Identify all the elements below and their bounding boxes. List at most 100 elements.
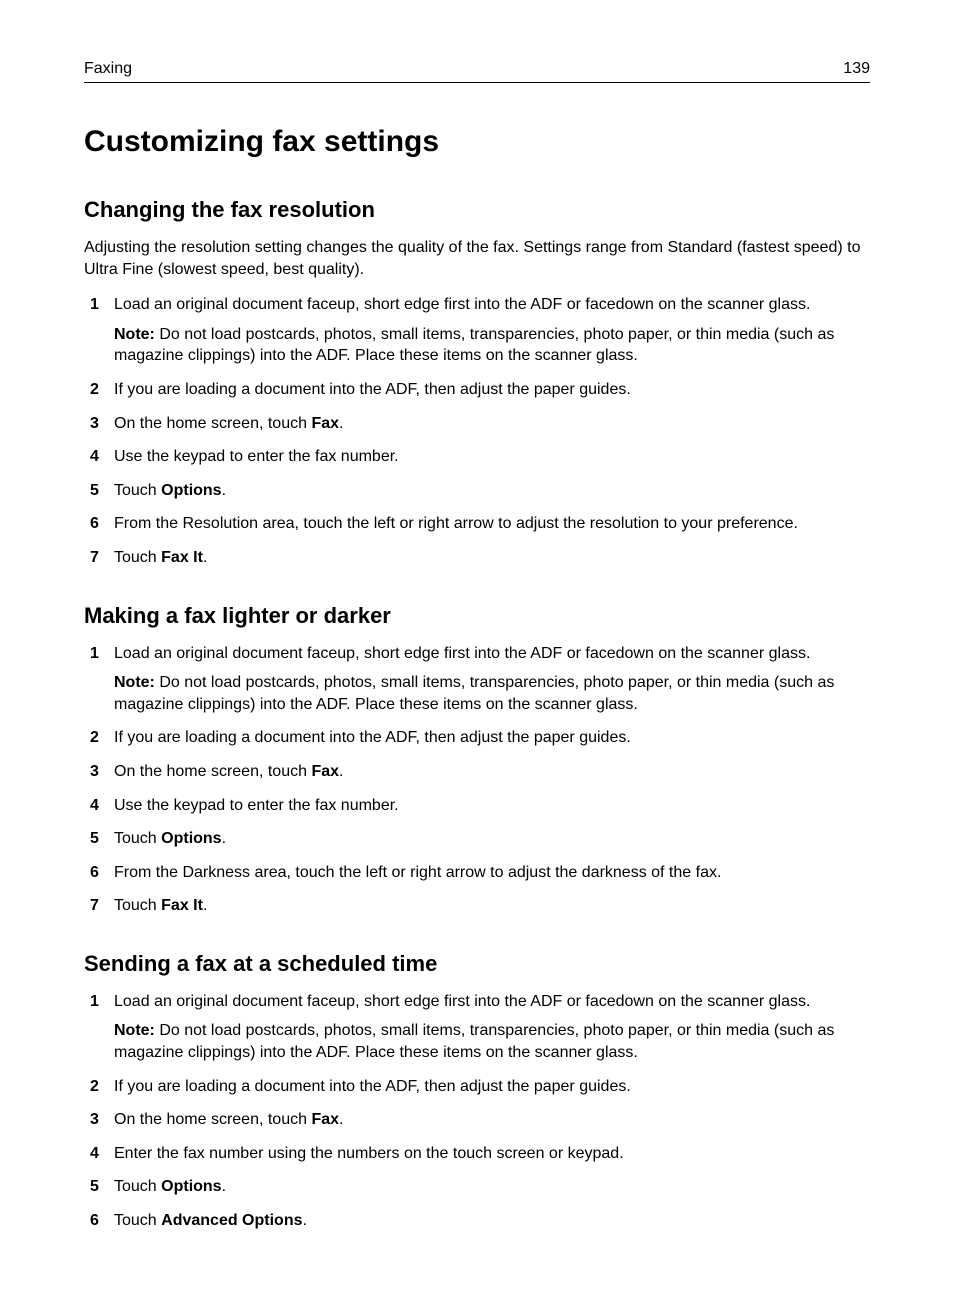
sections-container: Changing the fax resolution Adjusting the…	[84, 197, 870, 1232]
header-page-number: 139	[843, 60, 870, 78]
step-text: From the Resolution area, touch the left…	[114, 515, 798, 532]
step-note: Note: Do not load postcards, photos, sma…	[114, 324, 870, 367]
step-text-bold: Fax	[311, 1111, 339, 1128]
step-text-pre: Touch	[114, 1178, 161, 1195]
step-text-pre: Load an original document faceup, short …	[114, 645, 810, 662]
step-text: Touch Advanced Options.	[114, 1212, 307, 1229]
step-text-post: .	[222, 482, 226, 499]
step-text-bold: Options	[161, 482, 221, 499]
step-text-pre: From the Darkness area, touch the left o…	[114, 864, 721, 881]
note-text: Do not load postcards, photos, small ite…	[114, 1022, 834, 1061]
step-text: On the home screen, touch Fax.	[114, 415, 343, 432]
step-item: Load an original document faceup, short …	[84, 991, 870, 1064]
step-text: Load an original document faceup, short …	[114, 645, 810, 662]
step-text-post: .	[339, 763, 343, 780]
header-section: Faxing	[84, 60, 132, 78]
running-header: Faxing 139	[84, 60, 870, 83]
step-text-pre: Use the keypad to enter the fax number.	[114, 797, 399, 814]
section-heading: Making a fax lighter or darker	[84, 603, 870, 629]
step-text-pre: Touch	[114, 482, 161, 499]
step-text-pre: If you are loading a document into the A…	[114, 1078, 631, 1095]
section-heading: Sending a fax at a scheduled time	[84, 951, 870, 977]
step-text-post: .	[303, 1212, 307, 1229]
step-text: On the home screen, touch Fax.	[114, 763, 343, 780]
note-label: Note:	[114, 326, 155, 343]
note-label: Note:	[114, 1022, 155, 1039]
step-item: If you are loading a document into the A…	[84, 727, 870, 749]
step-text-bold: Fax	[311, 415, 339, 432]
step-text: If you are loading a document into the A…	[114, 1078, 631, 1095]
step-text-bold: Advanced Options	[161, 1212, 302, 1229]
page-title: Customizing fax settings	[84, 125, 870, 159]
step-text-pre: Touch	[114, 1212, 161, 1229]
step-note: Note: Do not load postcards, photos, sma…	[114, 672, 870, 715]
step-text: Touch Options.	[114, 1178, 226, 1195]
step-item: From the Resolution area, touch the left…	[84, 513, 870, 535]
step-text-post: .	[222, 1178, 226, 1195]
step-text-pre: From the Resolution area, touch the left…	[114, 515, 798, 532]
step-text-pre: Touch	[114, 549, 161, 566]
step-text-bold: Fax It	[161, 897, 203, 914]
step-text-bold: Fax It	[161, 549, 203, 566]
step-text-post: .	[203, 549, 207, 566]
step-text: Load an original document faceup, short …	[114, 296, 810, 313]
step-text: If you are loading a document into the A…	[114, 729, 631, 746]
step-text-pre: On the home screen, touch	[114, 415, 311, 432]
step-item: Touch Fax It.	[84, 547, 870, 569]
step-text-post: .	[203, 897, 207, 914]
document-page: Faxing 139 Customizing fax settings Chan…	[0, 0, 954, 1304]
step-list: Load an original document faceup, short …	[84, 991, 870, 1232]
step-list: Load an original document faceup, short …	[84, 294, 870, 568]
step-text: Load an original document faceup, short …	[114, 993, 810, 1010]
section-intro: Adjusting the resolution setting changes…	[84, 237, 870, 280]
step-list: Load an original document faceup, short …	[84, 643, 870, 917]
step-text-post: .	[339, 415, 343, 432]
step-item: If you are loading a document into the A…	[84, 1076, 870, 1098]
step-text-pre: Load an original document faceup, short …	[114, 296, 810, 313]
step-text-pre: Touch	[114, 830, 161, 847]
section-heading: Changing the fax resolution	[84, 197, 870, 223]
step-text-post: .	[339, 1111, 343, 1128]
step-text-pre: Load an original document faceup, short …	[114, 993, 810, 1010]
step-text-bold: Fax	[311, 763, 339, 780]
step-item: On the home screen, touch Fax.	[84, 413, 870, 435]
step-item: On the home screen, touch Fax.	[84, 761, 870, 783]
step-item: On the home screen, touch Fax.	[84, 1109, 870, 1131]
step-item: Touch Options.	[84, 828, 870, 850]
step-text: Enter the fax number using the numbers o…	[114, 1145, 624, 1162]
step-item: If you are loading a document into the A…	[84, 379, 870, 401]
step-text-pre: If you are loading a document into the A…	[114, 729, 631, 746]
step-text: From the Darkness area, touch the left o…	[114, 864, 721, 881]
step-item: Use the keypad to enter the fax number.	[84, 446, 870, 468]
step-text-post: .	[222, 830, 226, 847]
step-text: Use the keypad to enter the fax number.	[114, 797, 399, 814]
step-text: Touch Fax It.	[114, 897, 207, 914]
note-text: Do not load postcards, photos, small ite…	[114, 326, 834, 365]
step-text-bold: Options	[161, 1178, 221, 1195]
step-item: Touch Advanced Options.	[84, 1210, 870, 1232]
step-text: If you are loading a document into the A…	[114, 381, 631, 398]
note-label: Note:	[114, 674, 155, 691]
step-item: Load an original document faceup, short …	[84, 294, 870, 367]
step-item: Use the keypad to enter the fax number.	[84, 795, 870, 817]
step-text-pre: Touch	[114, 897, 161, 914]
step-note: Note: Do not load postcards, photos, sma…	[114, 1020, 870, 1063]
step-text: On the home screen, touch Fax.	[114, 1111, 343, 1128]
step-text-pre: Enter the fax number using the numbers o…	[114, 1145, 624, 1162]
step-item: Load an original document faceup, short …	[84, 643, 870, 716]
step-item: Enter the fax number using the numbers o…	[84, 1143, 870, 1165]
step-text-pre: On the home screen, touch	[114, 1111, 311, 1128]
note-text: Do not load postcards, photos, small ite…	[114, 674, 834, 713]
step-item: From the Darkness area, touch the left o…	[84, 862, 870, 884]
step-text-pre: On the home screen, touch	[114, 763, 311, 780]
step-text-bold: Options	[161, 830, 221, 847]
step-text: Use the keypad to enter the fax number.	[114, 448, 399, 465]
step-text: Touch Fax It.	[114, 549, 207, 566]
step-text: Touch Options.	[114, 482, 226, 499]
step-text: Touch Options.	[114, 830, 226, 847]
step-item: Touch Options.	[84, 480, 870, 502]
step-item: Touch Fax It.	[84, 895, 870, 917]
step-text-pre: Use the keypad to enter the fax number.	[114, 448, 399, 465]
step-item: Touch Options.	[84, 1176, 870, 1198]
step-text-pre: If you are loading a document into the A…	[114, 381, 631, 398]
